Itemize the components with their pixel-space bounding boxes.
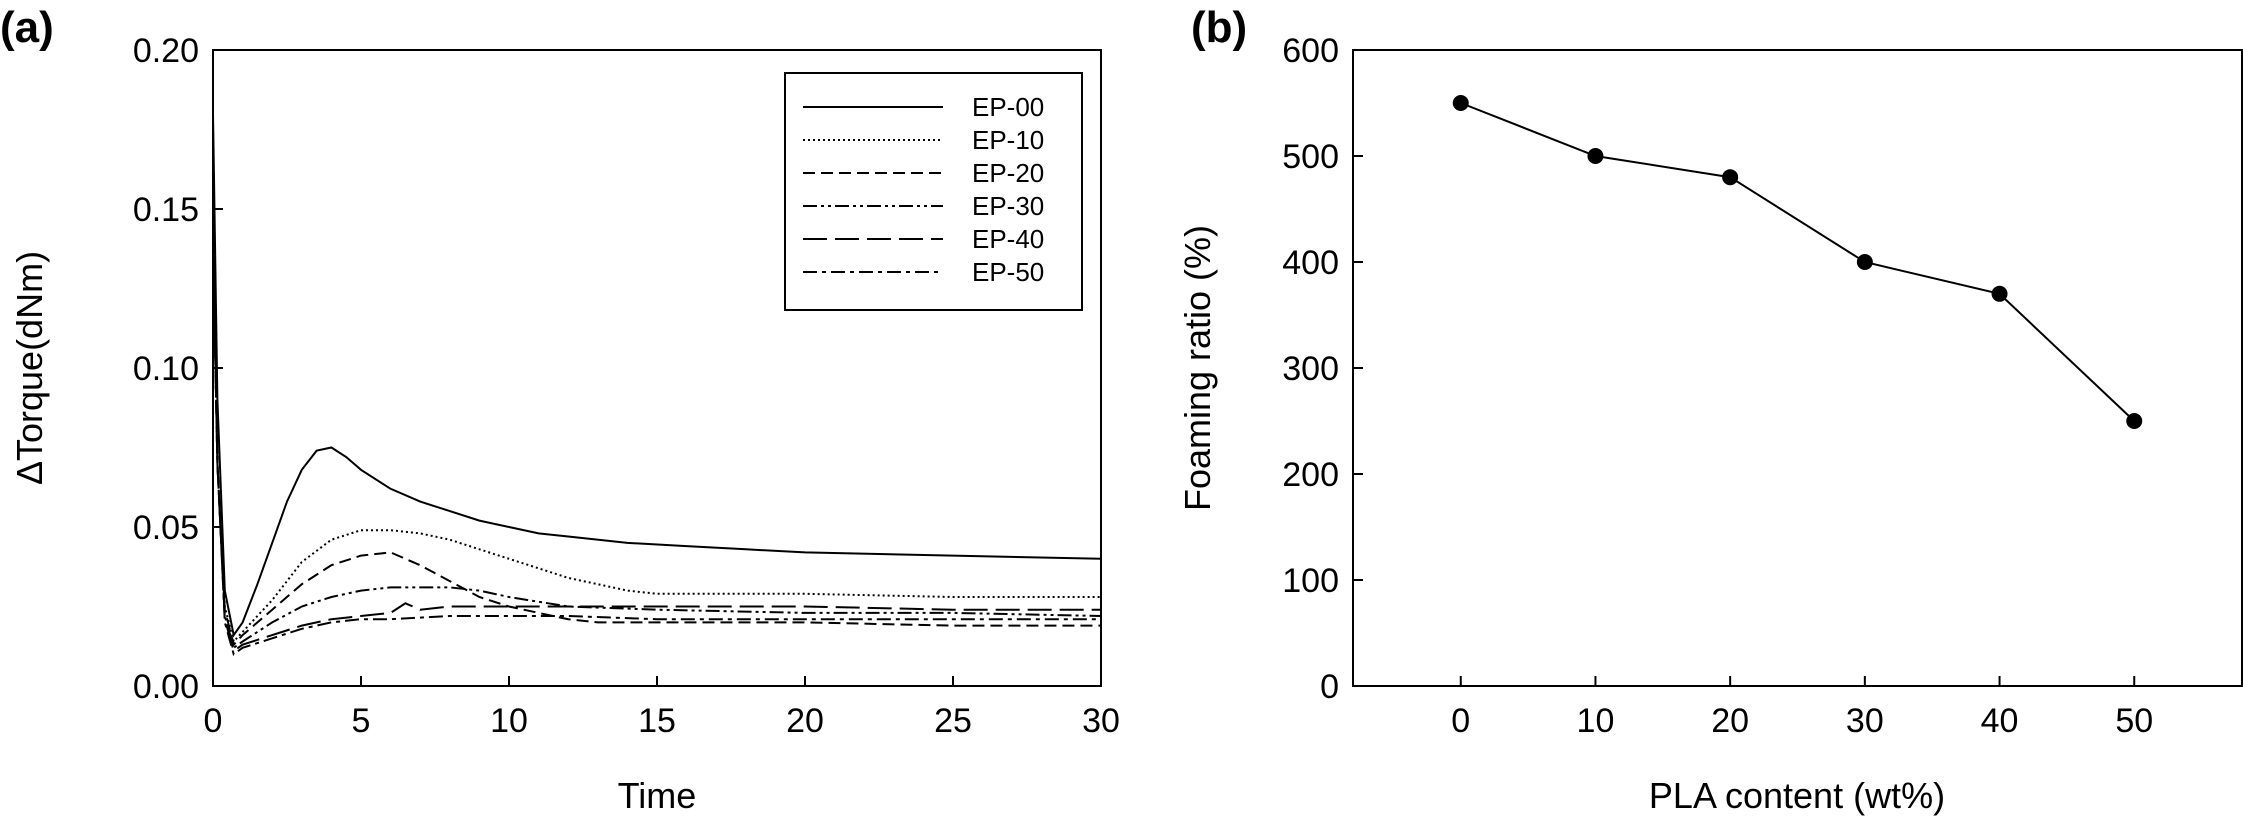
legend-label-ep-10: EP-10 [972,125,1044,155]
chart-panel-b: (b) 0 100 200 300 400 500 600 0 10 20 30 40 50 PLA … [1177,3,2243,816]
data-point [1991,285,2008,302]
y-tick-label: 200 [1282,456,1339,494]
x-tick-label: 40 [1981,702,2019,740]
x-tick-label: 15 [638,702,676,740]
data-point [1452,95,1469,111]
panel-b-y-axis-title: Foaming ratio (%) [1177,225,1218,511]
panel-a-label: (a) [0,3,54,52]
panel-b-x-axis-title: PLA content (wt%) [1649,775,1945,816]
x-tick-label: 0 [204,702,223,740]
x-tick-label: 10 [1577,702,1615,740]
panel-a-y-axis-title: ΔTorque(dNm) [9,251,50,485]
series-line-ep-10 [212,240,1101,644]
series-line-ep-40 [212,240,1101,653]
series-line-ep-00 [212,113,1102,638]
chart-panel-a: (a) 0.00 0.05 0.10 0.15 0.20 0 5 10 15 20 25 30 Ti… [0,3,1120,816]
legend-label-ep-20: EP-20 [972,158,1044,188]
foaming-ratio-line [1460,102,2135,422]
panel-b-y-ticks: 0 100 200 300 400 500 600 [1282,32,1363,706]
series-line-ep-30 [212,240,1102,650]
y-tick-label: 0.05 [133,509,199,547]
legend-label-ep-40: EP-40 [972,224,1044,254]
series-line-ep-20 [212,240,1101,647]
legend-label-ep-30: EP-30 [972,191,1044,221]
panel-b-plot-area [1452,95,2143,429]
y-tick-label: 600 [1282,32,1339,70]
panel-a-legend-box [784,72,1083,311]
panel-b-label: (b) [1191,3,1247,52]
x-tick-label: 30 [1082,702,1120,740]
data-point [1856,254,1873,270]
panel-b-frame [1352,49,2243,687]
y-tick-label: 0.00 [133,668,199,706]
y-tick-label: 500 [1282,138,1339,176]
panel-a-x-ticks: 0 5 10 15 20 25 30 [204,676,1120,740]
x-tick-label: 0 [1451,702,1470,740]
x-tick-label: 50 [2115,702,2153,740]
y-tick-label: 0.15 [133,191,199,229]
y-tick-label: 400 [1282,244,1339,282]
x-tick-label: 5 [352,702,371,740]
y-tick-label: 0.10 [133,350,199,388]
x-tick-label: 30 [1846,702,1884,740]
panel-a-plot-area [212,113,1102,656]
legend-label-ep-00: EP-00 [972,92,1044,122]
x-tick-label: 20 [1711,702,1749,740]
y-tick-label: 0 [1320,668,1339,706]
series-line-ep-50 [212,240,1101,656]
y-tick-label: 0.20 [133,32,199,70]
data-point [1587,148,1604,164]
x-tick-label: 10 [490,702,528,740]
data-point [1722,169,1739,186]
legend-label-ep-50: EP-50 [972,257,1044,287]
y-tick-label: 300 [1282,350,1339,388]
x-tick-label: 25 [934,702,972,740]
panel-a-x-axis-title: Time [618,775,697,816]
panel-b-x-ticks: 0 10 20 30 40 50 [1451,676,2153,740]
data-point [2126,413,2143,429]
x-tick-label: 20 [786,702,824,740]
panel-a-y-ticks: 0.00 0.05 0.10 0.15 0.20 [133,32,223,706]
y-tick-label: 100 [1282,562,1339,600]
